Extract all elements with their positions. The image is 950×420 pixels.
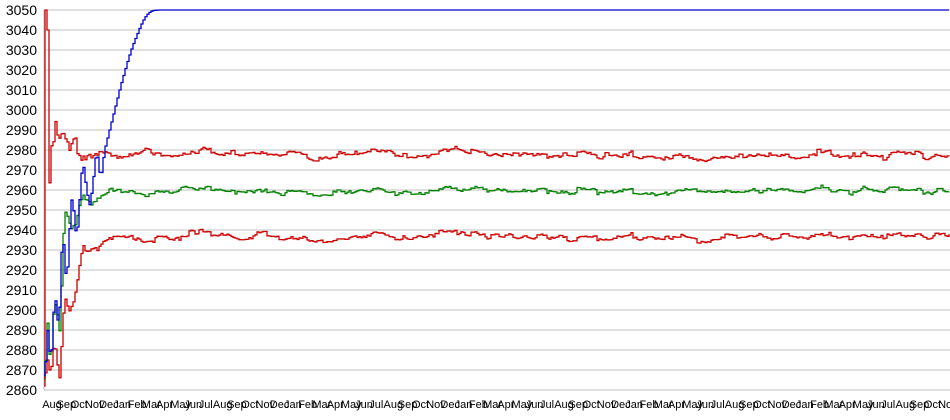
svg-text:2930: 2930 (6, 242, 37, 258)
svg-text:2900: 2900 (6, 302, 37, 318)
svg-text:3010: 3010 (6, 82, 37, 98)
svg-text:2910: 2910 (6, 282, 37, 298)
svg-text:Jul: Jul (881, 399, 895, 411)
svg-text:2860: 2860 (6, 382, 37, 398)
svg-text:2970: 2970 (6, 162, 37, 178)
svg-text:2950: 2950 (6, 202, 37, 218)
svg-text:3050: 3050 (6, 2, 37, 18)
svg-text:Nov: Nov (938, 399, 950, 411)
svg-text:2980: 2980 (6, 142, 37, 158)
svg-text:3030: 3030 (6, 42, 37, 58)
svg-text:3020: 3020 (6, 62, 37, 78)
svg-text:Jul: Jul (199, 399, 213, 411)
svg-text:Jul: Jul (369, 399, 383, 411)
svg-text:Jul: Jul (711, 399, 725, 411)
svg-text:3000: 3000 (6, 102, 37, 118)
svg-text:2920: 2920 (6, 262, 37, 278)
svg-text:2890: 2890 (6, 322, 37, 338)
svg-text:2870: 2870 (6, 362, 37, 378)
svg-text:2880: 2880 (6, 342, 37, 358)
svg-text:2960: 2960 (6, 182, 37, 198)
svg-text:2990: 2990 (6, 122, 37, 138)
svg-text:Jul: Jul (540, 399, 554, 411)
svg-text:3040: 3040 (6, 22, 37, 38)
svg-text:2940: 2940 (6, 222, 37, 238)
